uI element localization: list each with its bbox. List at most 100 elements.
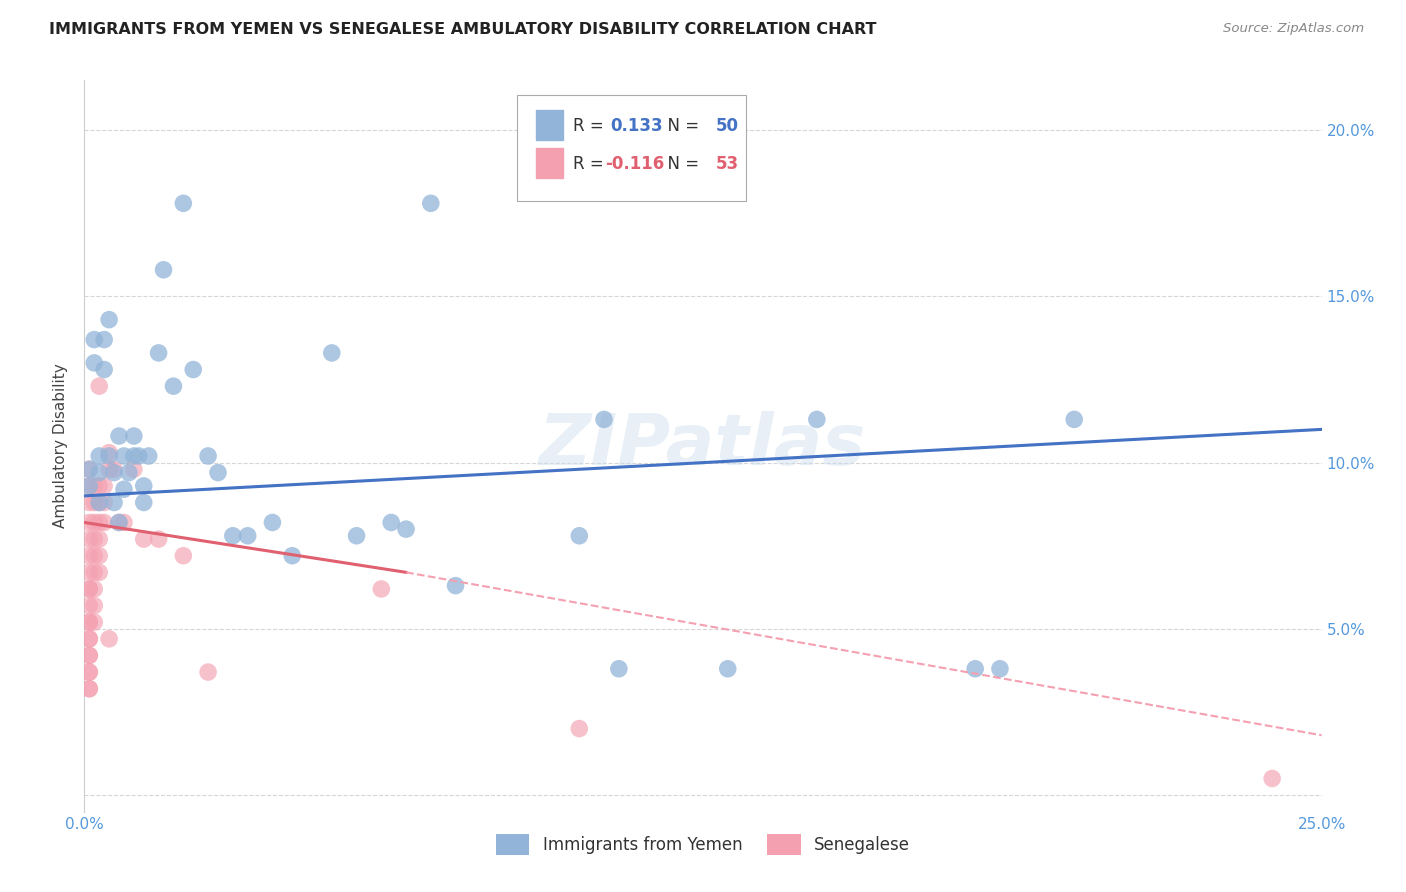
Point (148, 346, 170, 360)
Point (98, 312, 121, 326)
Point (98, 462, 121, 476)
Point (89, 479, 111, 493)
Point (79, 479, 101, 493)
Legend: Immigrants from Yemen, Senegalese: Immigrants from Yemen, Senegalese (496, 834, 910, 855)
Point (607, 662, 630, 676)
Point (79, 495, 101, 509)
FancyBboxPatch shape (517, 95, 747, 201)
Point (118, 466, 141, 480)
Point (93, 479, 115, 493)
Text: R =: R = (574, 155, 609, 173)
Point (89, 549, 111, 563)
Point (444, 579, 467, 593)
Point (103, 466, 125, 480)
Point (83, 479, 105, 493)
Point (717, 662, 740, 676)
Point (103, 462, 125, 476)
Point (128, 449, 150, 463)
Point (79, 615, 101, 630)
Text: -0.116: -0.116 (605, 155, 665, 173)
Point (79, 599, 101, 613)
Point (236, 529, 259, 543)
Point (132, 495, 155, 509)
Bar (536, 148, 564, 178)
Text: 50: 50 (716, 118, 738, 136)
Point (108, 516, 131, 530)
Point (152, 262, 174, 277)
Point (79, 648, 101, 663)
Point (83, 549, 105, 563)
Point (83, 495, 105, 509)
Text: N =: N = (657, 118, 704, 136)
Point (93, 516, 115, 530)
Point (207, 466, 229, 480)
Point (83, 356, 105, 370)
Point (79, 479, 101, 493)
Point (519, 179, 541, 194)
Point (79, 632, 101, 646)
Point (222, 529, 245, 543)
Point (89, 566, 111, 580)
Point (79, 462, 101, 476)
Point (172, 549, 194, 563)
Point (83, 615, 105, 630)
Point (79, 648, 101, 663)
Point (98, 449, 121, 463)
Point (79, 549, 101, 563)
Text: N =: N = (657, 155, 704, 173)
Point (79, 615, 101, 630)
Point (108, 429, 131, 443)
Point (197, 449, 219, 463)
Point (79, 681, 101, 696)
Point (122, 462, 145, 476)
Point (79, 665, 101, 679)
Point (112, 482, 135, 496)
Point (83, 516, 105, 530)
Point (79, 462, 101, 476)
Point (89, 516, 111, 530)
Point (122, 449, 145, 463)
Point (1063, 412, 1085, 426)
Point (162, 379, 184, 393)
Point (108, 516, 131, 530)
Point (83, 566, 105, 580)
Bar (536, 111, 564, 139)
Point (79, 582, 101, 596)
Point (281, 549, 304, 563)
Point (98, 445, 121, 459)
Point (89, 495, 111, 509)
Point (83, 582, 105, 596)
Point (89, 466, 111, 480)
Point (89, 379, 111, 393)
Point (83, 532, 105, 546)
Point (93, 362, 115, 376)
Text: 0.133: 0.133 (610, 118, 662, 136)
Point (380, 516, 402, 530)
Point (806, 412, 828, 426)
Point (1261, 772, 1284, 786)
Text: R =: R = (574, 118, 609, 136)
Point (93, 333, 115, 347)
Point (132, 532, 155, 546)
Text: IMMIGRANTS FROM YEMEN VS SENEGALESE AMBULATORY DISABILITY CORRELATION CHART: IMMIGRANTS FROM YEMEN VS SENEGALESE AMBU… (49, 22, 877, 37)
Point (103, 495, 125, 509)
Text: ZIPatlas: ZIPatlas (540, 411, 866, 481)
Point (197, 665, 219, 679)
Point (89, 495, 111, 509)
Point (321, 346, 343, 360)
Point (79, 665, 101, 679)
Point (148, 532, 170, 546)
Point (93, 495, 115, 509)
Point (112, 516, 135, 530)
Y-axis label: Ambulatory Disability: Ambulatory Disability (53, 364, 69, 528)
Point (395, 522, 418, 536)
Point (122, 429, 145, 443)
Point (568, 722, 591, 736)
Point (98, 632, 121, 646)
Point (89, 449, 111, 463)
Point (79, 632, 101, 646)
Point (83, 599, 105, 613)
Point (83, 333, 105, 347)
Point (138, 449, 160, 463)
Point (132, 479, 155, 493)
